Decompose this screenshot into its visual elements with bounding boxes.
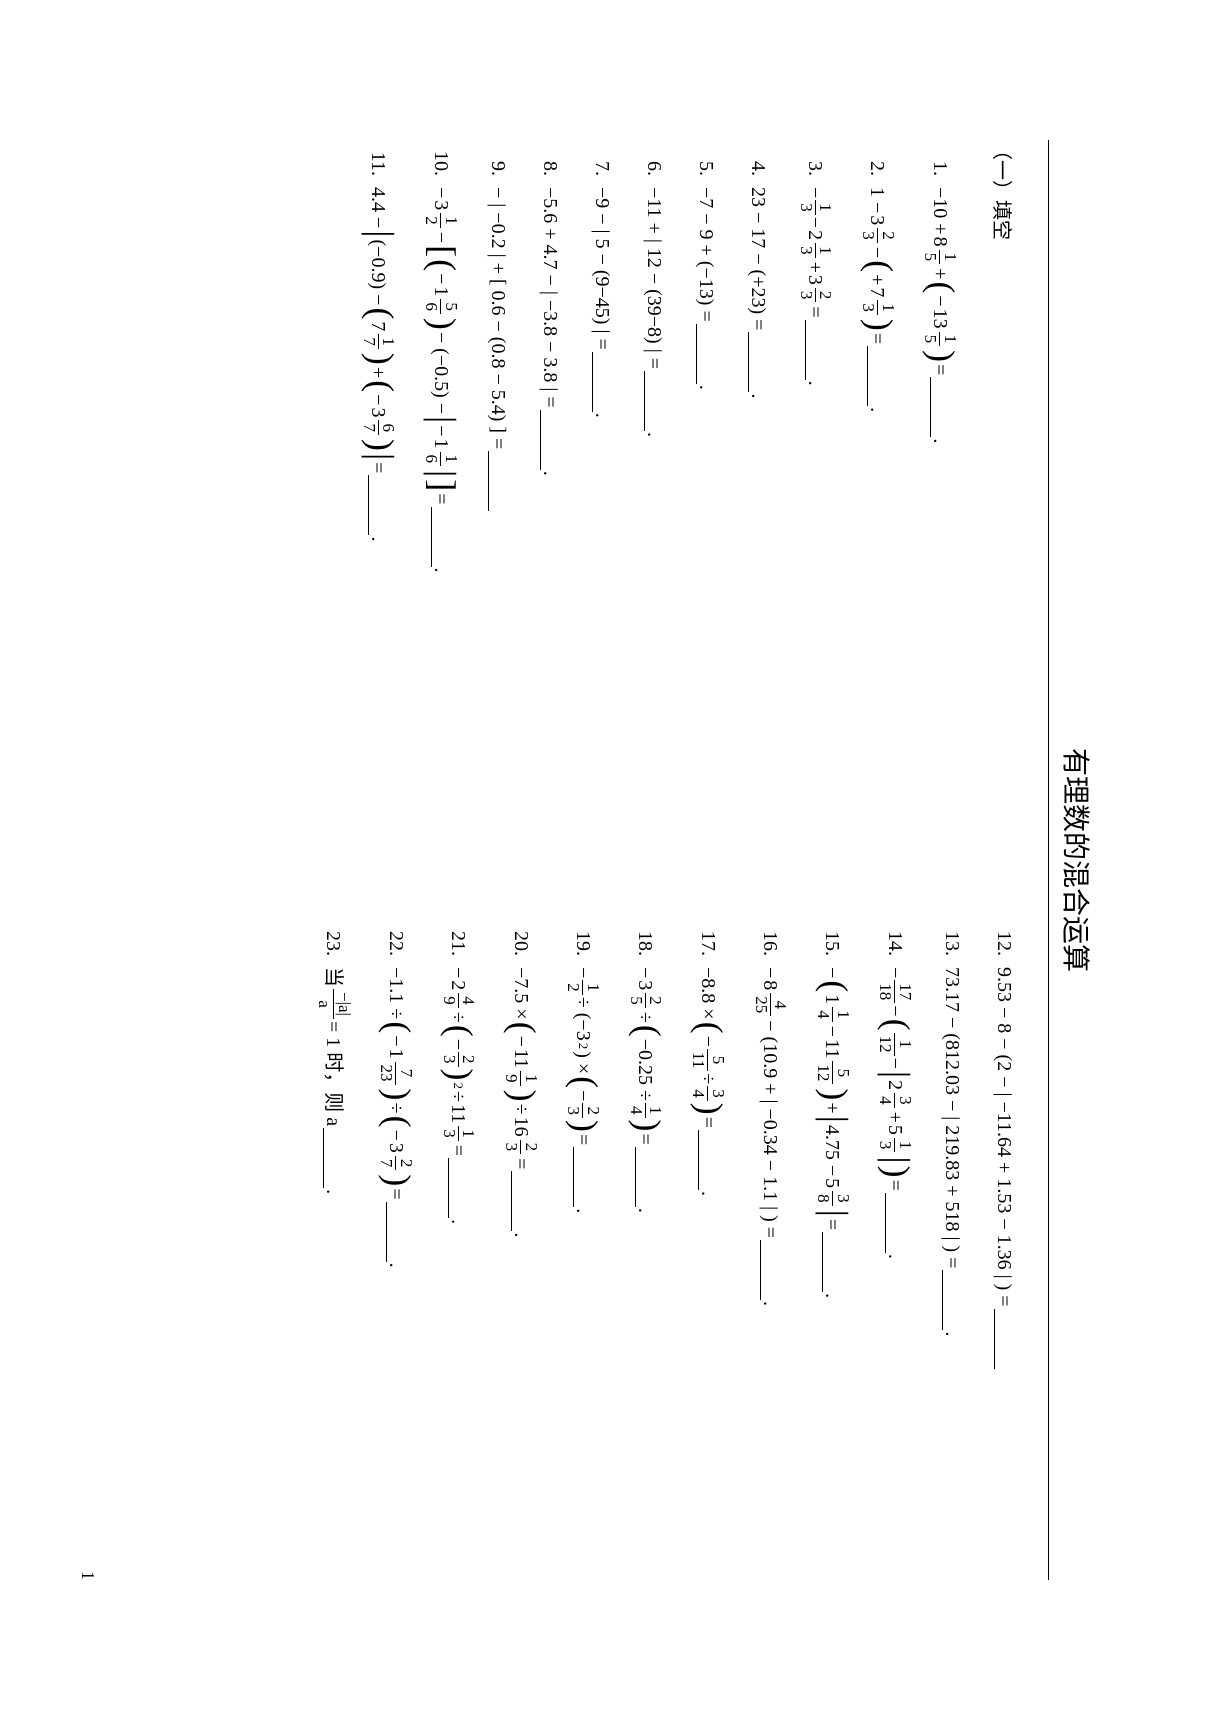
problem: 7. −9 − | 5 − (9−45) | = . (588, 140, 616, 800)
worksheet-page: 有理数的混合运算 （一）填空 1. −10 + 815 + (−1315) = … (57, 60, 1157, 1660)
problem-number: 1. (926, 140, 954, 176)
right-column: 12. 9.53 − 8 − (2 − | −11.64 + 1.53 − 1.… (290, 920, 1018, 1580)
problem-expression: −312 − [(−156) − (−0.5) − |−116|] = . (422, 186, 460, 573)
section-heading: （一）填空 (989, 140, 1018, 800)
problem: 21. − 249 ÷ (− 23)2 ÷ 1113 = . (439, 920, 477, 1580)
problem-expression: −9 − | 5 − (9−45) | = . (588, 186, 616, 418)
problem-expression: 4.4 − |(−0.9) − (717) + (−367)| = . (359, 186, 397, 541)
problem: 6. −11 + | 12 − (39−8) | = . (640, 140, 668, 800)
problem-number: 3. (801, 140, 829, 176)
page-number: 1 (77, 1571, 98, 1580)
problem-expression: − 1718 − (112 − |234 + 513|) = . (876, 966, 914, 1259)
problem: 22. −1.1 ÷ (− 1723) ÷ (− 327) = . (377, 920, 415, 1580)
problem: 2. 1 − 323 − (+713) = . (858, 140, 896, 800)
problem-number: 14. (881, 920, 909, 956)
problem-number: 11. (364, 140, 392, 176)
problem-number: 8. (536, 140, 564, 176)
problem-expression: −11 + | 12 − (39−8) | = . (640, 186, 668, 437)
problem-expression: −7.5 × (− 1119) ÷ 1623 = . (501, 966, 539, 1237)
problem-expression: −8.8 × (− 511 ÷ 34) = . (689, 966, 727, 1196)
problem: 10. −312 − [(−156) − (−0.5) − |−116|] = … (422, 140, 460, 800)
problem-expression: −10 + 815 + (−1315) = . (921, 186, 959, 443)
problem-number: 16. (756, 920, 784, 956)
problem: 18. − 325 ÷ (−0.25 ÷ 14) = . (626, 920, 664, 1580)
problem: 20. −7.5 × (− 1119) ÷ 1623 = . (501, 920, 539, 1580)
problem-expression: 23 − 17 − (+23) = . (744, 186, 772, 398)
problem-number: 13. (938, 920, 966, 956)
problem-expression: − 12 ÷ (−32) × (− 23) = . (564, 966, 602, 1213)
problem-expression: −5.6 + 4.7 − | −3.8 − 3.8 | = . (536, 186, 564, 476)
problem-number: 12. (990, 920, 1018, 956)
problem: 12. 9.53 − 8 − (2 − | −11.64 + 1.53 − 1.… (990, 920, 1018, 1580)
problem: 1. −10 + 815 + (−1315) = . (921, 140, 959, 800)
problem-number: 23. (319, 920, 347, 956)
problem-number: 22. (382, 920, 410, 956)
problem: 23. 当 −|a|a = 1 时，则 a . (314, 920, 352, 1580)
problem: 16. − 8425 − (10.9 + | −0.34 − 1.1 | ) =… (751, 920, 789, 1580)
problem-number: 17. (694, 920, 722, 956)
problem-expression: 当 −|a|a = 1 时，则 a . (314, 966, 352, 1194)
problem-expression: − (114 − 11512) + |4.75 − 538| = . (813, 966, 851, 1298)
problem-number: 19. (569, 920, 597, 956)
problem-number: 5. (692, 140, 720, 176)
problem-number: 15. (818, 920, 846, 956)
problem-number: 10. (427, 140, 455, 176)
problem-expression: − 249 ÷ (− 23)2 ÷ 1113 = . (439, 966, 477, 1224)
problem-number: 20. (507, 920, 535, 956)
page-title: 有理数的混合运算 (1048, 140, 1097, 1580)
problem: 11. 4.4 − |(−0.9) − (717) + (−367)| = . (359, 140, 397, 800)
problem: 8. −5.6 + 4.7 − | −3.8 − 3.8 | = . (536, 140, 564, 800)
problem: 3. − 13 − 213 + 323 = . (796, 140, 834, 800)
problem: 17. −8.8 × (− 511 ÷ 34) = . (689, 920, 727, 1580)
problem: 15. − (114 − 11512) + |4.75 − 538| = . (813, 920, 851, 1580)
problem-number: 2. (863, 140, 891, 176)
problem-expression: −7 − 9 + (−13) = . (692, 186, 720, 390)
problem-number: 4. (744, 140, 772, 176)
problem-expression: − | −0.2 | + [ 0.6 − (0.8 − 5.4) ] = (484, 186, 512, 512)
problem: 9. − | −0.2 | + [ 0.6 − (0.8 − 5.4) ] = (484, 140, 512, 800)
problem-expression: 9.53 − 8 − (2 − | −11.64 + 1.53 − 1.36 |… (990, 966, 1018, 1370)
problem-number: 7. (588, 140, 616, 176)
problem-expression: 1 − 323 − (+713) = . (858, 186, 896, 412)
problem-expression: − 8425 − (10.9 + | −0.34 − 1.1 | ) = . (751, 966, 789, 1306)
problem: 4. 23 − 17 − (+23) = . (744, 140, 772, 800)
problem-number: 18. (631, 920, 659, 956)
problem: 5. −7 − 9 + (−13) = . (692, 140, 720, 800)
problem-number: 21. (444, 920, 472, 956)
problem-number: 9. (484, 140, 512, 176)
problem-expression: −1.1 ÷ (− 1723) ÷ (− 327) = . (377, 966, 415, 1268)
problem-expression: 73.17 − (812.03 − | 219.83 + 518 | ) = . (938, 966, 966, 1336)
problem: 13. 73.17 − (812.03 − | 219.83 + 518 | )… (938, 920, 966, 1580)
problem-number: 6. (640, 140, 668, 176)
problem: 19. − 12 ÷ (−32) × (− 23) = . (564, 920, 602, 1580)
problem: 14. − 1718 − (112 − |234 + 513|) = . (876, 920, 914, 1580)
problem-expression: − 13 − 213 + 323 = . (796, 186, 834, 386)
content-columns: （一）填空 1. −10 + 815 + (−1315) = . 2. 1 − … (290, 140, 1018, 1580)
problem-expression: − 325 ÷ (−0.25 ÷ 14) = . (626, 966, 664, 1213)
left-column: （一）填空 1. −10 + 815 + (−1315) = . 2. 1 − … (290, 140, 1018, 800)
